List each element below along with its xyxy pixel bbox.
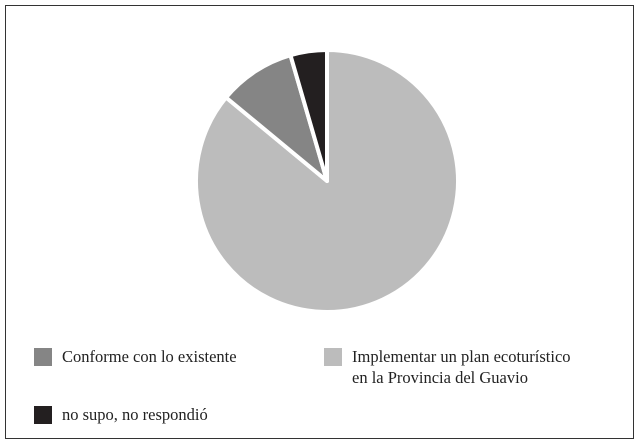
legend-item-implementar: Implementar un plan ecoturístico en la P…: [324, 346, 571, 388]
chart-frame: Conforme con lo existente Implementar un…: [5, 5, 634, 439]
legend-item-no-supo: no supo, no respondió: [34, 404, 208, 425]
pie-slice-no-supo: [288, 48, 329, 183]
legend-swatch-implementar: [324, 348, 342, 366]
pie-chart: [194, 48, 460, 314]
legend-label-conforme: Conforme con lo existente: [62, 347, 237, 366]
legend-swatch-conforme: [34, 348, 52, 366]
legend-label-implementar: Implementar un plan ecoturístico en la P…: [352, 347, 571, 387]
legend-swatch-no-supo: [34, 406, 52, 424]
legend-label-no-supo: no supo, no respondió: [62, 405, 208, 424]
legend-item-conforme: Conforme con lo existente: [34, 346, 237, 367]
